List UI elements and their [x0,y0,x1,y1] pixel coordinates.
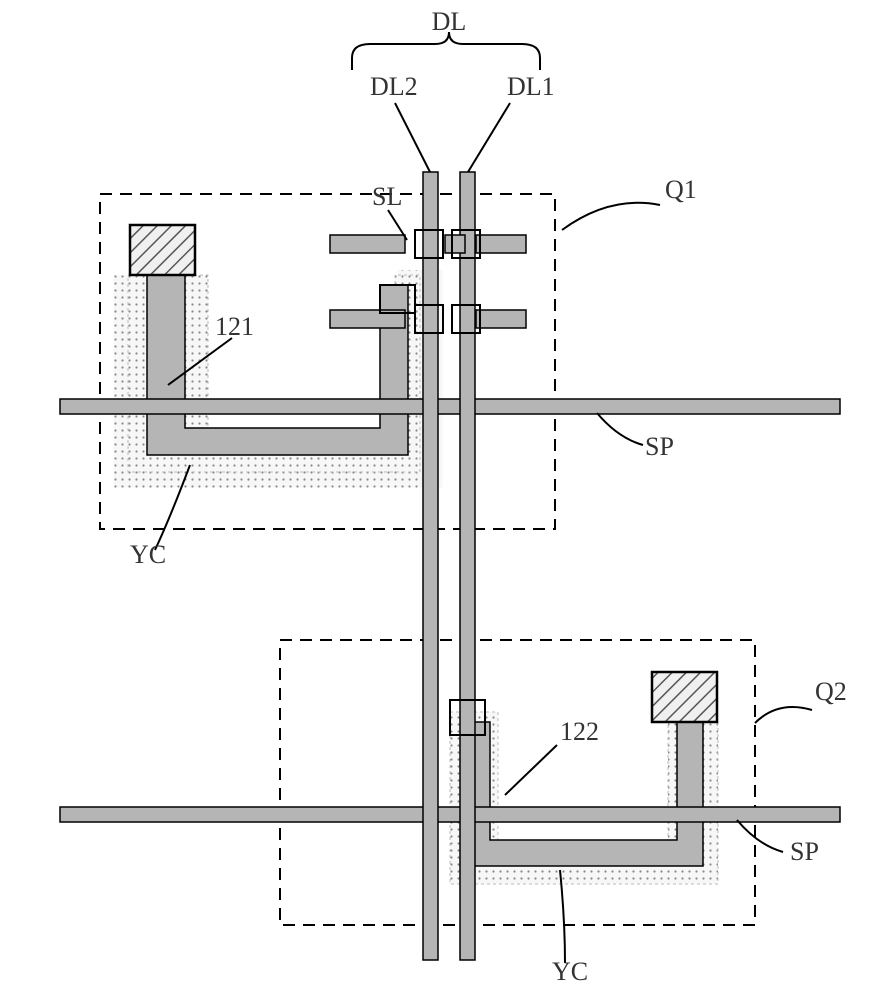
circuit-diagram: DL DL2 DL1 SL Q1 Q2 SP SP YC YC 121 122 [0,0,892,1000]
label-sl: SL [372,182,402,211]
label-l121: 121 [215,312,254,341]
label-yc_2: YC [552,957,588,986]
label-dl1: DL1 [507,72,555,101]
label-sp_2: SP [790,837,819,866]
hatched-pad [652,672,717,722]
label-dl: DL [432,7,467,36]
label-q1: Q1 [665,175,697,204]
line-sp-1 [60,399,840,414]
hatched-pad [130,225,195,275]
line-dl1 [460,172,475,960]
label-dl2: DL2 [370,72,418,101]
label-sp_1: SP [645,432,674,461]
line-sp-2 [60,807,840,822]
label-yc_1: YC [130,540,166,569]
label-l122: 122 [560,717,599,746]
line-dl2 [423,172,438,960]
label-q2: Q2 [815,677,847,706]
